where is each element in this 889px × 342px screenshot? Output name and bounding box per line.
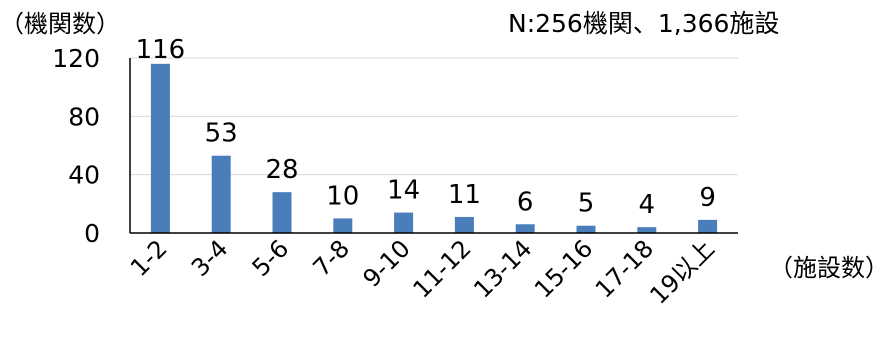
bar — [637, 227, 657, 233]
y-tick-label: 120 — [52, 44, 100, 73]
data-label: 14 — [387, 176, 420, 206]
x-tick-label: 13-14 — [468, 234, 537, 303]
data-label: 53 — [205, 119, 238, 149]
x-tick-label: 5-6 — [247, 234, 295, 282]
bar — [394, 212, 414, 233]
sample-size-annotation: N:256機関、1,366施設 — [508, 9, 779, 38]
bar — [272, 192, 292, 233]
bar — [698, 219, 718, 233]
data-label: 28 — [265, 155, 298, 185]
gridlines — [130, 57, 738, 176]
bar — [576, 225, 596, 233]
bar — [454, 216, 474, 233]
y-axis-title: （機関数） — [0, 10, 120, 38]
data-label: 5 — [578, 189, 595, 219]
bar — [150, 63, 170, 234]
x-tick-label: 3-4 — [186, 234, 234, 282]
y-tick-label: 40 — [68, 161, 100, 190]
data-label: 9 — [699, 183, 716, 213]
x-tick-label: 1-2 — [125, 234, 173, 282]
x-tick-label: 7-8 — [308, 234, 356, 282]
y-tick-label: 80 — [68, 102, 100, 131]
x-tick-label: 15-16 — [529, 234, 598, 303]
bar — [211, 155, 231, 233]
data-label: 4 — [639, 190, 656, 220]
bar — [515, 224, 535, 233]
bars — [150, 63, 718, 234]
data-label: 10 — [326, 181, 359, 211]
y-tick-label: 0 — [84, 219, 100, 248]
bar — [333, 218, 353, 233]
data-label: 6 — [517, 187, 534, 217]
data-label: 116 — [136, 35, 186, 65]
x-axis-title: （施設数） — [769, 254, 889, 282]
x-tick-label: 19以上 — [645, 234, 720, 309]
x-tick-label: 11-12 — [408, 234, 477, 303]
data-label: 11 — [448, 180, 481, 210]
y-tick-labels: 0 40 80 120 — [52, 44, 100, 248]
